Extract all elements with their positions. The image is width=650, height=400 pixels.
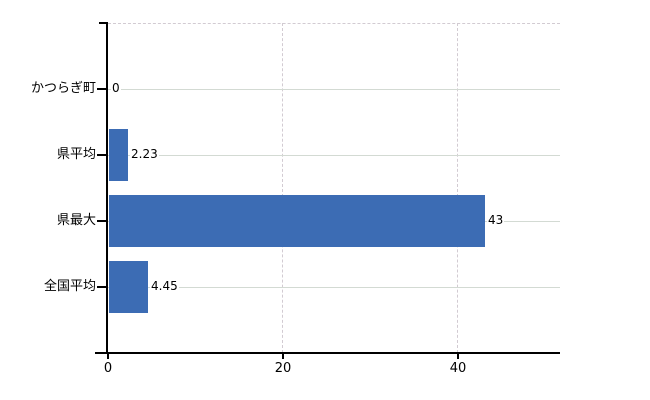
bar	[109, 261, 148, 313]
x-axis	[95, 352, 560, 354]
category-label: かつらぎ町	[30, 81, 96, 96]
bar	[109, 195, 485, 247]
x-tick	[282, 354, 284, 359]
x-tick-label: 0	[103, 361, 113, 376]
category-label: 県最大	[56, 213, 96, 228]
y-axis	[106, 22, 108, 353]
gridline-top	[108, 23, 560, 24]
gridline-vertical	[282, 23, 283, 353]
value-label: 43	[487, 213, 505, 228]
gridline-horizontal	[108, 287, 560, 288]
y-tick	[99, 22, 107, 24]
y-tick	[97, 286, 107, 288]
bar	[109, 129, 128, 181]
gridline-horizontal	[108, 155, 560, 156]
value-label: 2.23	[130, 147, 159, 162]
gridline-horizontal	[108, 89, 560, 90]
category-label: 全国平均	[43, 279, 96, 294]
y-tick	[97, 88, 107, 90]
y-tick	[97, 154, 107, 156]
value-label: 4.45	[150, 279, 179, 294]
gridline-vertical	[457, 23, 458, 353]
value-label: 0	[111, 81, 121, 96]
x-tick	[457, 354, 459, 359]
x-tick-label: 40	[449, 361, 467, 376]
category-label: 県平均	[56, 147, 96, 162]
y-tick	[97, 220, 107, 222]
x-tick-label: 20	[274, 361, 292, 376]
x-tick	[107, 354, 109, 359]
